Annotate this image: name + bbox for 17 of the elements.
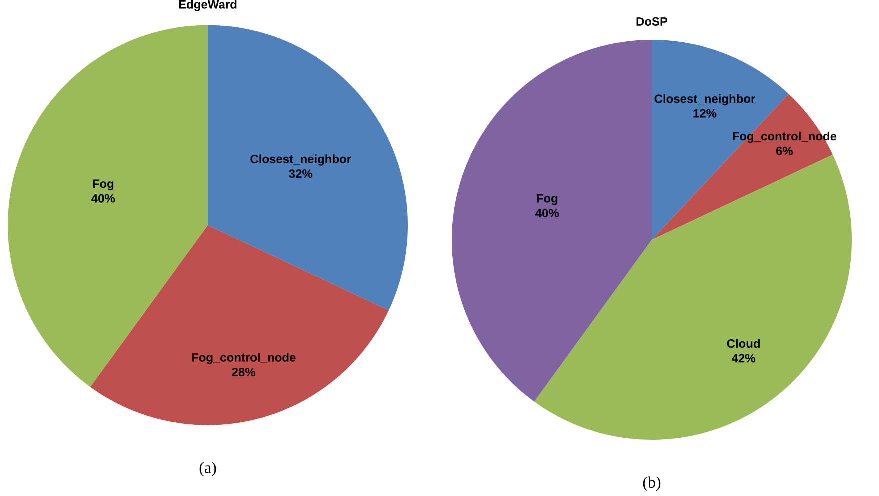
slice-label: Closest_neighbor: [654, 94, 756, 106]
data-label: 40%: [92, 194, 116, 203]
slice-label: Closest_neighbor: [250, 154, 352, 166]
data-label: 6%: [776, 146, 794, 156]
data-label: 12%: [694, 109, 717, 118]
slice-label: Cloud: [727, 339, 760, 348]
data-label: 40%: [536, 209, 560, 218]
text: (b): [643, 476, 661, 492]
data-label: 42%: [732, 354, 756, 363]
text: (a): [200, 462, 216, 477]
chart-title: EdgeWard: [179, 0, 237, 12]
chart-title: DoSP: [636, 17, 668, 26]
slice-label: Fog: [537, 194, 558, 206]
data-label: 28%: [232, 368, 256, 377]
data-label: 32%: [289, 170, 313, 178]
slice-label: Fog: [93, 180, 114, 191]
slice-label: Fog_control_node: [192, 353, 296, 364]
